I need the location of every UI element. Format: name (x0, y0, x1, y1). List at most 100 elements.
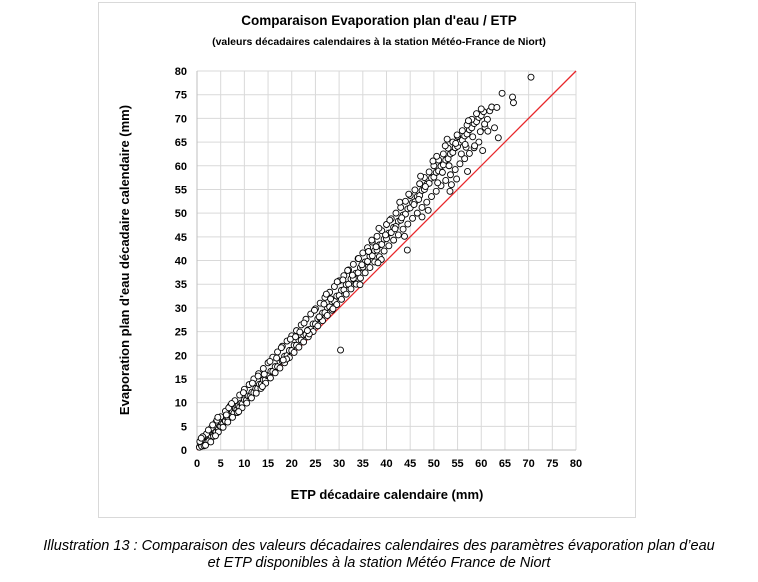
data-point (266, 374, 274, 382)
data-point (372, 243, 380, 251)
caption-line-2: et ETP disponibles à la station Météo Fr… (207, 555, 551, 571)
data-point (212, 432, 219, 440)
data-point (243, 399, 251, 407)
data-point (228, 400, 236, 408)
chart-title: Comparaison Evaporation plan d'eau / ETP (241, 13, 517, 28)
y-tick-label: 70 (175, 113, 187, 125)
x-tick-label: 20 (286, 458, 298, 470)
y-tick-label: 45 (175, 232, 187, 244)
data-point (442, 176, 450, 184)
data-point (390, 236, 398, 244)
data-point (447, 171, 454, 179)
data-point (457, 150, 465, 158)
data-point (303, 327, 311, 335)
data-point (469, 133, 477, 141)
data-point (475, 138, 483, 146)
x-axis-label: ETP décadaire calendaire (mm) (291, 487, 484, 502)
data-point (202, 441, 209, 449)
data-point (441, 142, 449, 150)
y-tick-label: 75 (175, 90, 187, 102)
data-point (510, 99, 517, 107)
data-point (337, 346, 345, 354)
data-point (446, 187, 454, 195)
data-point (417, 172, 425, 180)
data-point (295, 343, 303, 351)
data-point (258, 383, 266, 390)
data-point (348, 271, 356, 279)
x-tick-label: 25 (309, 458, 321, 470)
y-tick-label: 35 (175, 279, 187, 291)
data-point (300, 319, 308, 327)
data-point (322, 290, 330, 298)
data-point (527, 73, 535, 81)
data-point (479, 147, 487, 155)
data-point (433, 152, 441, 160)
data-point (465, 117, 472, 125)
data-point (409, 214, 417, 222)
data-point (219, 423, 227, 431)
data-point (456, 160, 464, 168)
data-point (461, 155, 469, 163)
data-point (415, 195, 423, 203)
data-point (207, 438, 215, 446)
data-point (452, 140, 460, 147)
data-point (438, 168, 446, 176)
data-point (386, 216, 394, 224)
y-tick-label: 0 (181, 445, 187, 457)
data-point (300, 338, 308, 346)
y-tick-label: 15 (175, 374, 187, 386)
data-point (391, 225, 399, 233)
data-point (418, 213, 426, 221)
data-point (429, 157, 437, 165)
x-tick-label: 50 (428, 458, 440, 470)
data-point (224, 418, 232, 426)
data-point (428, 193, 435, 200)
data-point (229, 413, 236, 421)
data-point (445, 162, 453, 170)
data-point (327, 295, 335, 303)
data-point (413, 209, 421, 217)
data-point (473, 110, 480, 118)
y-tick-label: 5 (181, 421, 187, 433)
data-point (484, 127, 492, 135)
data-point (385, 242, 393, 250)
y-tick-label: 65 (175, 137, 187, 149)
data-point (404, 220, 412, 228)
data-point (277, 344, 285, 352)
data-point (458, 127, 466, 135)
data-point (329, 305, 337, 313)
data-point (425, 168, 433, 176)
data-point (347, 285, 355, 293)
data-point (403, 246, 411, 254)
y-tick-label: 20 (175, 350, 187, 362)
figure-caption: Illustration 13 : Comparaison des valeur… (0, 538, 758, 572)
data-point (461, 140, 469, 148)
data-point (259, 365, 267, 372)
data-point (276, 364, 284, 372)
data-point (361, 269, 369, 277)
y-tick-label: 55 (175, 184, 187, 196)
data-point (204, 426, 212, 434)
y-tick-label: 30 (175, 303, 187, 315)
data-point (197, 434, 205, 442)
x-tick-label: 65 (499, 458, 511, 470)
data-point (434, 179, 442, 187)
axis-layer: 0 5 10 15 20 25 30 35 40 45 50 55 60 65 70 75 80 0 5 10 15 20… (175, 66, 582, 470)
data-point (254, 372, 262, 380)
data-point (477, 105, 485, 113)
data-point (333, 278, 341, 286)
data-point (333, 301, 341, 309)
data-point (392, 209, 400, 217)
data-point (416, 180, 424, 188)
y-tick-label: 80 (175, 66, 187, 78)
data-point (279, 356, 287, 364)
data-point (493, 104, 501, 111)
data-point (398, 214, 406, 222)
x-tick-label: 30 (333, 458, 345, 470)
x-tick-label: 80 (570, 458, 582, 470)
data-point (320, 300, 328, 308)
data-point (209, 421, 217, 429)
x-tick-label: 70 (523, 458, 535, 470)
x-tick-label: 0 (194, 458, 200, 470)
data-point (498, 89, 506, 97)
